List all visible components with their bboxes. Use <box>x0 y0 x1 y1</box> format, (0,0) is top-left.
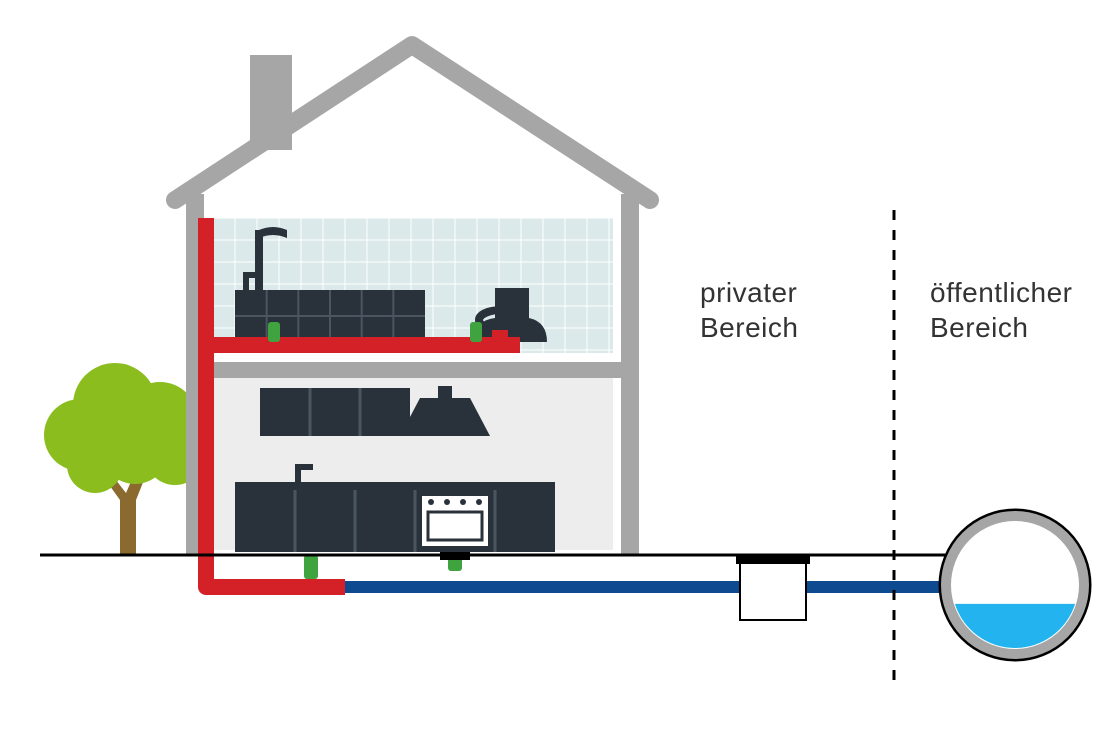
floor-divider <box>204 362 621 378</box>
label-public-line1: öffentlicher <box>930 277 1072 308</box>
lower-cabinets <box>235 490 555 552</box>
roof <box>175 45 650 200</box>
diagram-stage: privater Bereich öffentlicher Bereich <box>0 0 1112 746</box>
label-private-line1: privater <box>700 277 797 308</box>
label-private: privater Bereich <box>700 275 798 345</box>
upper-cabinets <box>260 388 410 436</box>
inspection-chamber <box>740 560 806 620</box>
scene-svg <box>0 0 1112 746</box>
tree-foliage <box>44 363 205 493</box>
label-public: öffentlicher Bereich <box>930 275 1072 345</box>
label-public-line2: Bereich <box>930 312 1028 343</box>
label-private-line2: Bereich <box>700 312 798 343</box>
